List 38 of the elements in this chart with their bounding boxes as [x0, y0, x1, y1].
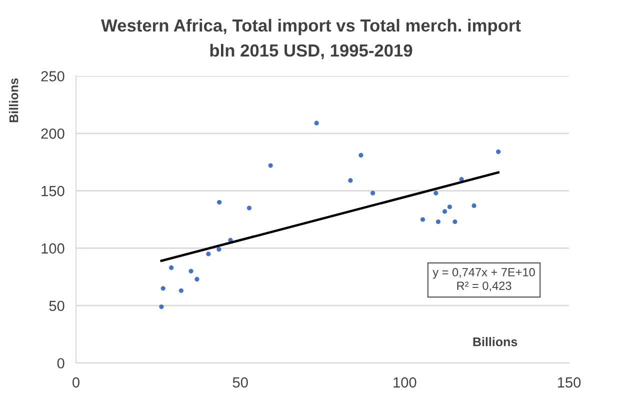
point [370, 190, 376, 196]
point [447, 204, 452, 210]
point [452, 219, 458, 224]
point [358, 152, 364, 158]
chart-subtitle: bln 2015 USD, 1995-2019 [210, 44, 412, 60]
x-tick-label: 100 [394, 377, 416, 388]
y-tick-label: 150 [42, 186, 64, 196]
point [160, 286, 166, 291]
y-axis-title: Billions [9, 78, 18, 122]
point [246, 206, 252, 210]
annotation: y = 0,747x + 7E+10 R² = 0,423 [432, 268, 535, 292]
point [496, 149, 501, 154]
point [216, 247, 222, 252]
x-tick-label: 150 [558, 377, 581, 388]
point [348, 178, 353, 183]
y-tick-label: 100 [42, 243, 64, 254]
point [420, 217, 426, 222]
point [169, 265, 174, 270]
point [159, 304, 164, 310]
y-tick-label: 250 [41, 71, 64, 82]
point [194, 276, 200, 282]
y-tick-label: 50 [49, 300, 64, 312]
point [314, 120, 319, 126]
point [188, 268, 194, 274]
point [216, 200, 222, 205]
point [472, 203, 476, 208]
point [434, 190, 438, 196]
point [268, 163, 273, 168]
x-axis-title: Billions [473, 337, 518, 346]
y-tick-label: 0 [57, 358, 64, 368]
point [436, 219, 440, 224]
point [206, 252, 211, 256]
x-tick-label: 0 [72, 377, 80, 388]
x-tick-label: 50 [232, 377, 248, 388]
point [442, 209, 448, 214]
y-tick-label: 200 [41, 128, 64, 139]
point [178, 288, 184, 293]
chart-title: Western Africa, Total import vs Total merch. import [101, 18, 521, 36]
